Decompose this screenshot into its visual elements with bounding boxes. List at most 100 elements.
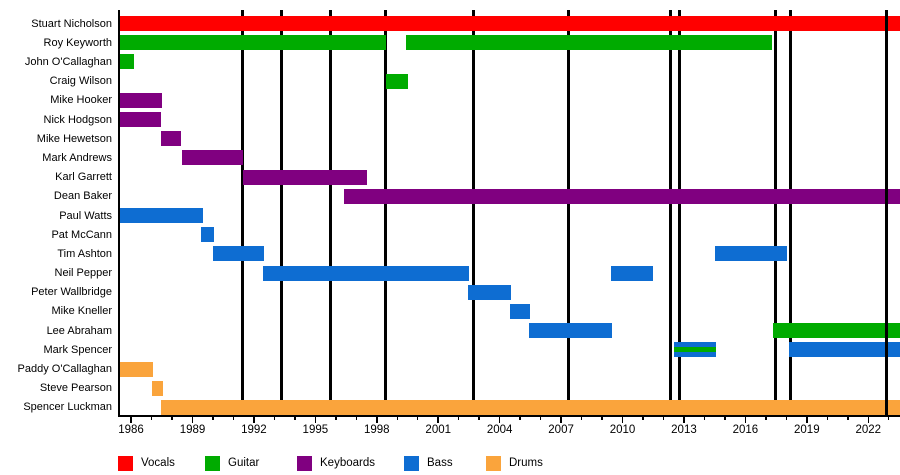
timeline-bar-bass — [789, 342, 900, 358]
tick-label: 2022 — [855, 424, 882, 436]
minor-tick — [232, 417, 235, 420]
minor-tick — [416, 417, 419, 420]
legend-label: Drums — [509, 457, 543, 469]
legend-item-guitar: Guitar — [205, 456, 315, 471]
major-tick — [191, 417, 194, 423]
album-release-line — [773, 10, 777, 417]
album-release-line — [384, 10, 388, 417]
legend-item-drums: Drums — [486, 456, 596, 471]
timeline-bar-guitar — [406, 35, 772, 51]
timeline-bar-drums — [120, 361, 153, 377]
minor-tick — [887, 417, 890, 420]
x-axis-line — [118, 415, 900, 417]
member-label: Lee Abraham — [46, 324, 112, 337]
member-label: Nick Hodgson — [43, 113, 112, 126]
album-release-line — [668, 10, 672, 417]
legend-item-vocals: Vocals — [118, 456, 228, 471]
member-label: Mark Andrews — [42, 151, 112, 164]
tick-label: 2007 — [548, 424, 574, 436]
timeline-bar-bass — [611, 265, 654, 281]
major-tick — [130, 417, 132, 423]
member-label: Paddy O'Callaghan — [17, 363, 112, 376]
timeline-bar-keyboards — [160, 131, 182, 147]
minor-tick — [519, 417, 521, 420]
member-label: Neil Pepper — [54, 267, 112, 280]
legend-swatch-bass — [404, 456, 419, 471]
timeline-bar-keyboards — [182, 150, 243, 166]
member-label: Steve Pearson — [39, 382, 112, 395]
timeline-bar-bass — [467, 284, 511, 300]
member-label: Pat McCann — [51, 228, 112, 241]
tick-label: 2013 — [671, 424, 697, 436]
member-label: Spencer Luckman — [23, 401, 112, 414]
minor-tick — [724, 417, 726, 420]
major-tick — [437, 417, 439, 423]
legend-swatch-drums — [486, 456, 501, 471]
major-tick — [560, 417, 562, 423]
minor-tick — [171, 417, 173, 420]
tick-label: 1998 — [363, 424, 390, 436]
timeline-bar-bass — [120, 208, 203, 223]
timeline-bar-keyboards — [344, 188, 900, 204]
legend-item-bass: Bass — [404, 456, 514, 471]
member-label: Karl Garrett — [55, 171, 112, 184]
minor-tick — [580, 417, 583, 420]
member-label: Tim Ashton — [57, 247, 112, 260]
major-tick — [867, 417, 869, 423]
member-label: Craig Wilson — [49, 75, 112, 88]
timeline-bar-guitar — [120, 54, 135, 70]
legend-swatch-guitar — [205, 456, 220, 471]
tick-label: 2016 — [732, 424, 759, 436]
timeline-bar-vocals — [120, 16, 900, 32]
minor-tick — [355, 417, 358, 420]
timeline-bar-guitar — [120, 35, 386, 51]
album-release-line — [788, 10, 792, 417]
tick-label: 2001 — [425, 424, 452, 436]
major-tick — [744, 417, 747, 423]
minor-tick — [294, 417, 296, 420]
legend-swatch-keyboards — [297, 456, 312, 471]
major-tick — [621, 417, 624, 423]
timeline-bar-keyboards — [242, 169, 367, 185]
minor-tick — [601, 417, 603, 420]
album-release-line — [884, 10, 888, 417]
minor-tick — [212, 417, 214, 420]
minor-tick — [539, 417, 542, 420]
timeline-bar-keyboards — [120, 112, 161, 128]
major-tick — [683, 417, 685, 423]
timeline-bar-bass — [263, 265, 469, 281]
album-release-line — [567, 10, 571, 417]
member-label: Dean Baker — [53, 190, 112, 203]
timeline-bar-drums — [160, 399, 900, 415]
member-label: Peter Wallbridge — [31, 286, 112, 299]
member-label: John O'Callaghan — [24, 55, 112, 68]
minor-tick — [662, 417, 665, 420]
minor-tick — [642, 417, 644, 420]
timeline-bar-bass — [212, 246, 265, 262]
timeline-bar-bass — [529, 323, 613, 339]
major-tick — [253, 417, 255, 423]
minor-tick — [273, 417, 276, 420]
tick-label: 1995 — [302, 424, 329, 436]
timeline-bar-bass — [509, 303, 531, 319]
role-stripe-guitar — [673, 347, 716, 353]
minor-tick — [150, 417, 153, 420]
timeline-bar-drums — [151, 380, 163, 396]
member-label: Mike Hooker — [50, 94, 112, 107]
member-label: Roy Keyworth — [43, 36, 112, 49]
minor-tick — [785, 417, 788, 420]
timeline-bar-keyboards — [120, 92, 162, 108]
timeline-bar-bass — [714, 246, 788, 262]
minor-tick — [396, 417, 399, 420]
major-tick — [806, 417, 808, 423]
major-tick — [314, 417, 317, 423]
member-label: Mike Kneller — [51, 305, 112, 318]
legend-label: Bass — [427, 457, 453, 469]
minor-tick — [847, 417, 849, 420]
tick-label: 2004 — [486, 424, 513, 436]
timeline-bar-guitar — [773, 323, 900, 339]
y-axis-line — [118, 10, 120, 417]
album-release-line — [472, 10, 476, 417]
legend-label: Guitar — [228, 457, 260, 469]
